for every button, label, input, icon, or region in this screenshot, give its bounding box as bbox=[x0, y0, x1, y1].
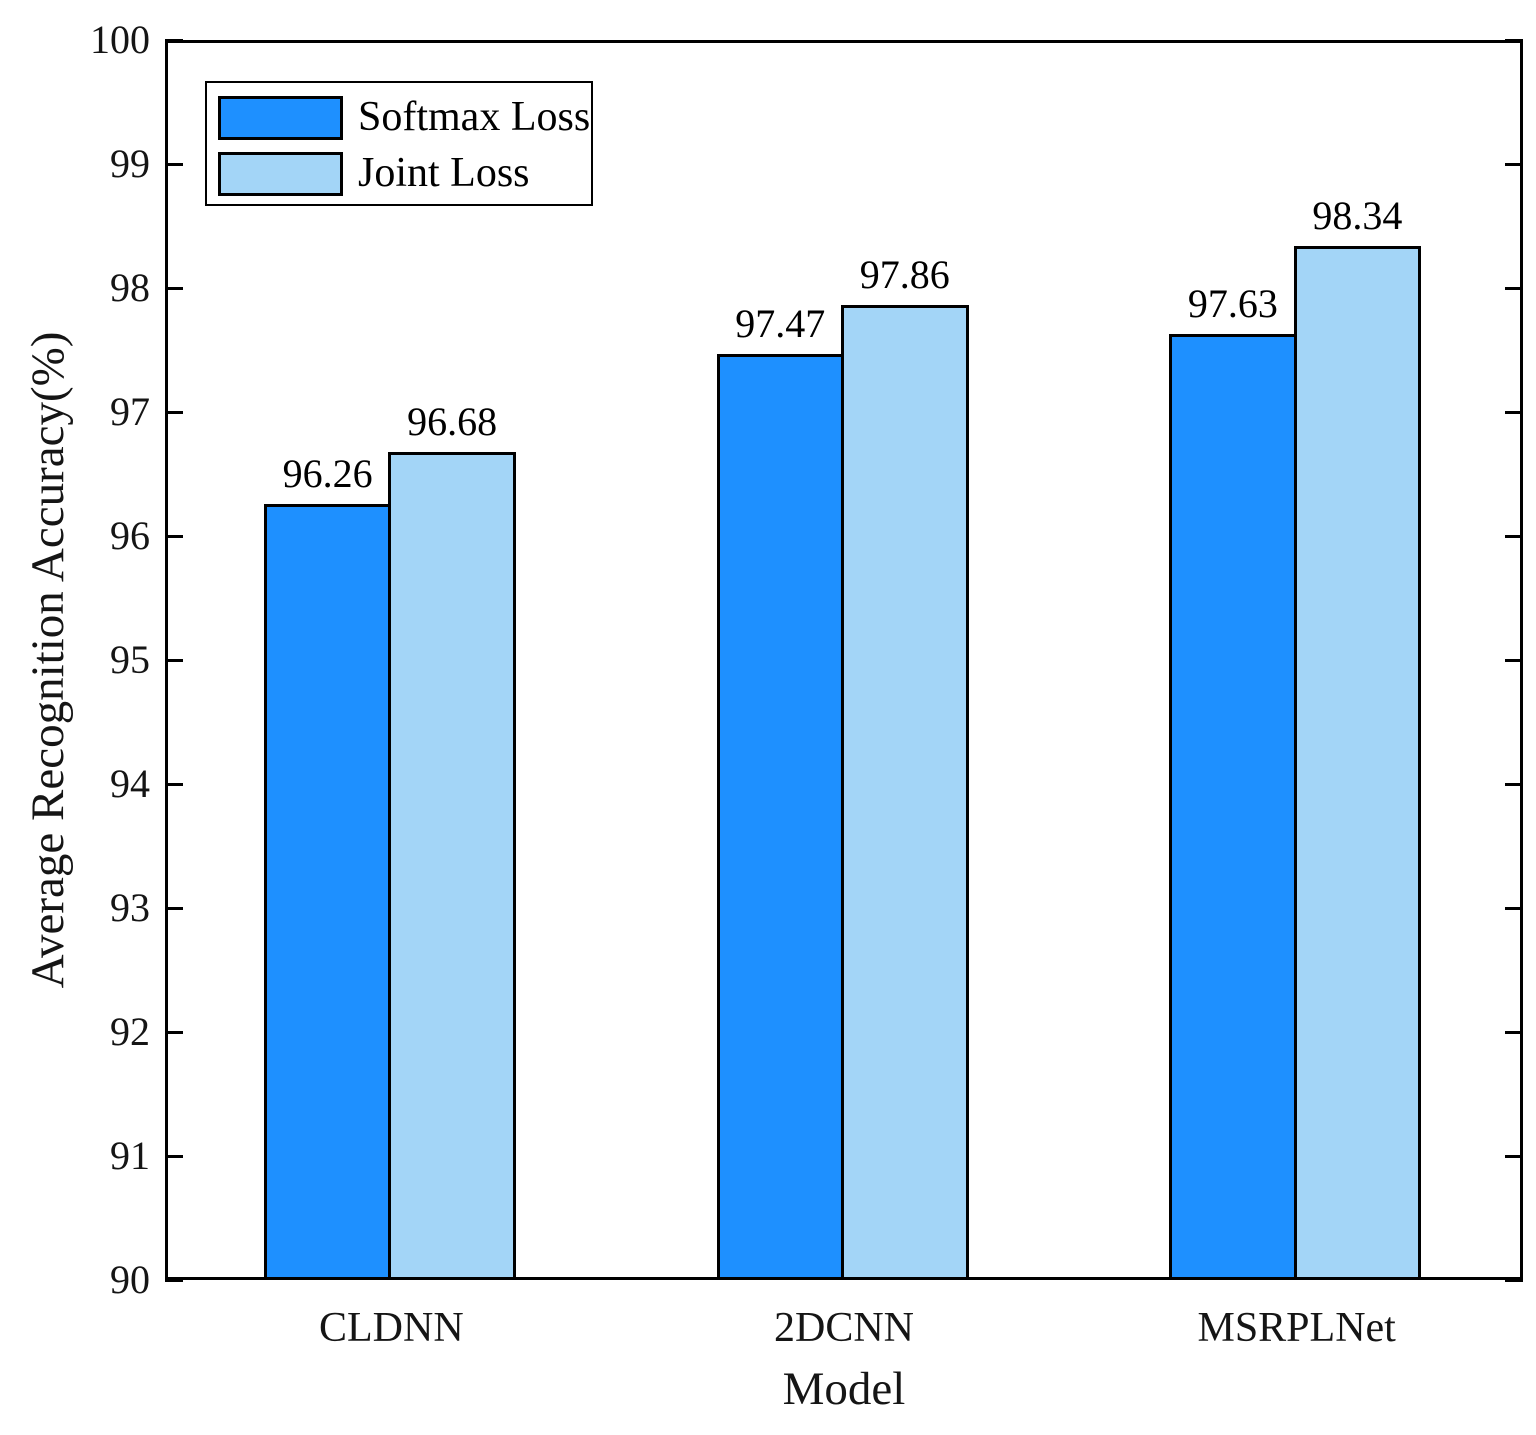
legend-label-joint-loss: Joint Loss bbox=[358, 150, 530, 196]
y-tick-left bbox=[165, 534, 183, 538]
y-tick-label: 96 bbox=[110, 513, 150, 558]
y-tick-right bbox=[1505, 1030, 1523, 1034]
legend-label-softmax-loss: Softmax Loss bbox=[358, 94, 591, 140]
y-tick-right bbox=[1505, 1154, 1523, 1158]
plot-area: 96.26 96.68 97.47 97.86 97.63 98.34 bbox=[165, 38, 1523, 1282]
bar-value-label-softmax-loss-2dcnn: 97.47 bbox=[735, 300, 826, 346]
y-tick-left bbox=[165, 658, 183, 662]
y-tick-left bbox=[165, 162, 183, 166]
x-tick-label-2dcnn: 2DCNN bbox=[773, 1305, 914, 1351]
legend-item-joint-loss: Joint Loss bbox=[218, 150, 591, 197]
bar-value-label-softmax-loss-msrplnet: 97.63 bbox=[1187, 280, 1278, 326]
bar-value-label-softmax-loss-cldnn: 96.26 bbox=[282, 450, 373, 496]
y-tick-right bbox=[1505, 534, 1523, 538]
y-tick-right bbox=[1505, 1278, 1523, 1282]
y-tick-left bbox=[165, 38, 183, 42]
y-tick-label: 93 bbox=[110, 885, 150, 930]
y-tick-left bbox=[165, 1030, 183, 1034]
bar-softmax-loss-cldnn bbox=[263, 503, 392, 1280]
y-tick-left bbox=[165, 906, 183, 910]
y-tick-label: 97 bbox=[110, 389, 150, 434]
y-tick-label: 98 bbox=[110, 265, 150, 310]
y-tick-label: 94 bbox=[110, 761, 150, 806]
y-tick-left bbox=[165, 286, 183, 290]
y-tick-left bbox=[165, 1278, 183, 1282]
bar-value-label-joint-loss-msrplnet: 98.34 bbox=[1312, 192, 1403, 238]
bar-joint-loss-2dcnn bbox=[841, 305, 969, 1280]
x-tick-label-cldnn: CLDNN bbox=[318, 1305, 464, 1351]
legend: Softmax Loss Joint Loss bbox=[205, 81, 593, 206]
y-tick-right bbox=[1505, 782, 1523, 786]
y-tick-right bbox=[1505, 906, 1523, 910]
y-tick-label: 100 bbox=[90, 17, 150, 62]
y-tick-left bbox=[165, 410, 183, 414]
y-tick-right bbox=[1505, 38, 1523, 42]
bar-value-label-joint-loss-2dcnn: 97.86 bbox=[859, 252, 950, 298]
y-tick-label: 90 bbox=[110, 1257, 150, 1302]
legend-swatch-joint-loss bbox=[218, 151, 343, 196]
y-tick-label: 99 bbox=[110, 141, 150, 186]
legend-item-softmax-loss: Softmax Loss bbox=[218, 94, 591, 141]
y-tick-right bbox=[1505, 286, 1523, 290]
y-tick-left bbox=[165, 1154, 183, 1158]
y-tick-label: 92 bbox=[110, 1009, 150, 1054]
bar-value-label-joint-loss-cldnn: 96.68 bbox=[407, 398, 498, 444]
y-tick-label: 91 bbox=[110, 1133, 150, 1178]
bar-joint-loss-msrplnet bbox=[1293, 245, 1422, 1280]
x-tick-label-msrplnet: MSRPLNet bbox=[1197, 1305, 1396, 1351]
y-tick-right bbox=[1505, 162, 1523, 166]
x-axis-label: Model bbox=[782, 1363, 906, 1415]
bar-softmax-loss-msrplnet bbox=[1169, 333, 1297, 1280]
y-tick-left bbox=[165, 782, 183, 786]
axes-frame bbox=[165, 40, 1523, 1280]
y-tick-right bbox=[1505, 410, 1523, 414]
y-tick-label: 95 bbox=[110, 637, 150, 682]
y-tick-right bbox=[1505, 658, 1523, 662]
legend-swatch-softmax-loss bbox=[218, 95, 343, 140]
